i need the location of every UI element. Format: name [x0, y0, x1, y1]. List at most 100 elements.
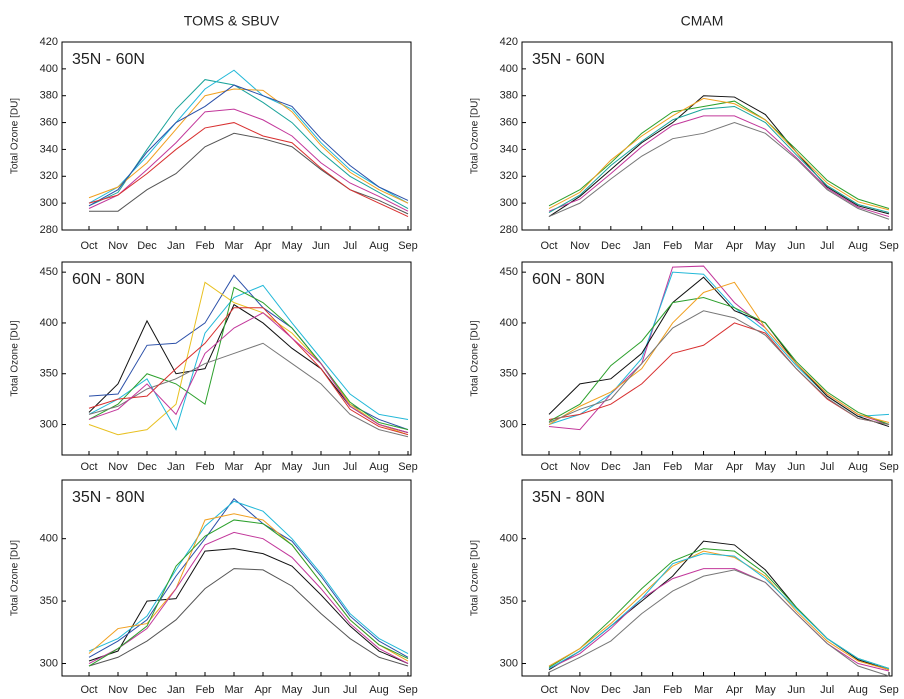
panel-label: 35N - 80N — [532, 489, 605, 506]
y-axis-label: Total Ozone [DU] — [470, 320, 481, 396]
series-line — [548, 276, 890, 428]
x-tick-label: May — [282, 684, 303, 696]
series-line — [548, 569, 890, 677]
x-tick-label: Feb — [663, 684, 682, 696]
x-tick-label: Sep — [879, 240, 899, 252]
x-tick-label: Sep — [398, 461, 418, 473]
x-tick-label: Dec — [137, 461, 157, 473]
x-tick-label: May — [282, 461, 303, 473]
series-line — [88, 286, 409, 431]
y-tick-label: 360 — [500, 116, 518, 128]
series-line — [88, 281, 409, 436]
plot-frame — [61, 479, 412, 677]
x-tick-label: Jan — [167, 240, 185, 252]
x-tick-label: Feb — [663, 461, 682, 473]
x-tick-label: Jul — [343, 684, 357, 696]
x-tick-label: Jun — [787, 684, 805, 696]
series-line — [88, 548, 409, 664]
y-tick-label: 400 — [500, 533, 518, 545]
x-tick-label: Aug — [369, 684, 389, 696]
x-tick-label: Nov — [108, 684, 128, 696]
y-tick-label: 300 — [500, 657, 518, 669]
x-tick-label: Dec — [137, 240, 157, 252]
x-tick-label: Jun — [787, 461, 805, 473]
y-tick-label: 320 — [40, 170, 58, 182]
x-tick-label: Sep — [879, 461, 899, 473]
x-tick-label: Oct — [80, 461, 97, 473]
series-line — [88, 274, 409, 431]
x-tick-label: Oct — [80, 240, 97, 252]
x-tick-label: Jan — [167, 684, 185, 696]
series-line — [548, 97, 890, 211]
x-tick-label: Jan — [633, 461, 651, 473]
x-tick-label: Jun — [312, 461, 330, 473]
y-tick-label: 280 — [500, 224, 518, 236]
x-tick-label: Feb — [196, 461, 215, 473]
series-line — [88, 69, 409, 204]
y-axis-label: Total Ozone [DU] — [470, 540, 481, 616]
series-line — [88, 122, 409, 218]
x-tick-label: Jun — [312, 240, 330, 252]
series-line — [548, 122, 890, 220]
x-tick-label: Aug — [848, 240, 868, 252]
series-line — [88, 307, 409, 436]
series-line — [88, 84, 409, 207]
x-tick-label: Aug — [848, 684, 868, 696]
x-tick-label: Dec — [601, 684, 621, 696]
x-tick-label: Sep — [398, 684, 418, 696]
x-tick-label: Apr — [254, 240, 271, 252]
x-tick-label: Oct — [540, 461, 557, 473]
x-tick-label: Apr — [254, 684, 271, 696]
x-tick-label: Jan — [167, 461, 185, 473]
series-line — [548, 568, 890, 672]
x-tick-label: Dec — [137, 684, 157, 696]
panel-label: 60N - 80N — [72, 271, 145, 288]
x-tick-label: May — [755, 684, 776, 696]
y-tick-label: 420 — [40, 36, 58, 48]
y-tick-label: 360 — [40, 116, 58, 128]
x-tick-label: Jul — [343, 461, 357, 473]
y-tick-label: 400 — [500, 63, 518, 75]
y-tick-label: 340 — [500, 143, 518, 155]
y-tick-label: 300 — [40, 418, 58, 430]
y-axis-label: Total Ozone [DU] — [10, 320, 21, 396]
y-tick-label: 320 — [500, 170, 518, 182]
x-tick-label: Feb — [196, 684, 215, 696]
x-tick-label: Nov — [108, 461, 128, 473]
plot-frame — [61, 41, 412, 231]
y-tick-label: 380 — [40, 90, 58, 102]
series-line — [88, 284, 409, 431]
series-line — [88, 108, 409, 212]
x-tick-label: Dec — [601, 461, 621, 473]
plot-frame — [521, 41, 893, 231]
x-tick-label: Nov — [570, 684, 590, 696]
x-tick-label: Jul — [820, 684, 834, 696]
plot-frame — [521, 261, 893, 456]
x-tick-label: Jun — [312, 684, 330, 696]
x-tick-label: Apr — [726, 684, 743, 696]
series-line — [548, 281, 890, 425]
x-tick-label: Jan — [633, 240, 651, 252]
x-tick-label: Mar — [694, 461, 713, 473]
y-tick-label: 450 — [40, 266, 58, 278]
y-tick-label: 350 — [40, 595, 58, 607]
x-tick-label: Apr — [254, 461, 271, 473]
plot-frame — [61, 261, 412, 456]
series-line — [548, 100, 890, 209]
x-tick-label: Apr — [726, 240, 743, 252]
x-tick-label: Mar — [225, 684, 244, 696]
x-tick-label: Aug — [369, 461, 389, 473]
y-axis-label: Total Ozone [DU] — [470, 98, 481, 174]
panel-label: 60N - 80N — [532, 271, 605, 288]
x-tick-label: Feb — [663, 240, 682, 252]
y-tick-label: 400 — [500, 317, 518, 329]
y-tick-label: 400 — [40, 63, 58, 75]
x-tick-label: Nov — [570, 461, 590, 473]
x-tick-label: Jul — [820, 240, 834, 252]
series-line — [548, 95, 890, 217]
x-tick-label: Oct — [540, 240, 557, 252]
x-tick-label: Mar — [225, 461, 244, 473]
series-line — [548, 553, 890, 669]
series-line — [548, 550, 890, 671]
